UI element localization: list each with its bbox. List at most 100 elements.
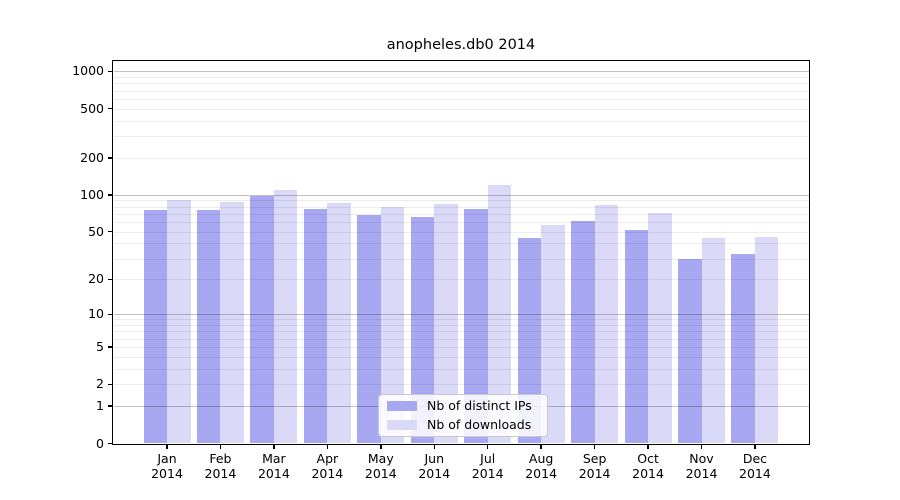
x-tick-mark-jan xyxy=(166,445,168,449)
y-tick-mark-50 xyxy=(108,230,113,233)
bar-dec-distinct-ips xyxy=(731,253,755,444)
x-tick-label-mar: Mar 2014 xyxy=(257,451,290,481)
x-tick-mark-sep xyxy=(593,445,596,449)
y-tick-label-20: 20 xyxy=(88,271,104,287)
y-tick-label-100: 100 xyxy=(80,186,104,202)
x-tick-label-may: May 2014 xyxy=(364,451,397,481)
x-tick-mark-nov xyxy=(700,445,703,449)
bar-apr-downloads xyxy=(327,202,351,444)
y-tick-label-1: 1 xyxy=(96,398,104,414)
bar-jan-downloads xyxy=(167,200,191,444)
bar-aug-distinct-ips xyxy=(517,238,542,444)
x-tick-label-jun: Jun 2014 xyxy=(418,451,451,481)
bar-may-downloads xyxy=(380,206,405,444)
gridline-major-1000 xyxy=(113,71,809,73)
bar-jul-distinct-ips xyxy=(464,208,488,444)
x-tick-label-aug: Aug 2014 xyxy=(525,451,558,481)
x-tick-label-feb: Feb 2014 xyxy=(204,451,237,481)
legend-label-distinct-ips: Nb of distinct IPs xyxy=(427,398,532,413)
gridline-minor-6 xyxy=(113,338,809,340)
gridline-minor-200 xyxy=(113,157,809,159)
bar-nov-downloads xyxy=(701,238,725,444)
y-tick-label-1000: 1000 xyxy=(72,63,104,79)
gridline-minor-80 xyxy=(113,206,809,208)
y-tick-mark-5 xyxy=(108,346,113,348)
gridline-minor-30 xyxy=(113,258,809,260)
legend-swatch-downloads xyxy=(387,420,417,430)
gridline-minor-700 xyxy=(113,90,809,92)
bar-jun-downloads xyxy=(434,203,458,444)
gridline-minor-500 xyxy=(113,108,809,110)
gridline-minor-2 xyxy=(113,384,809,386)
gridline-minor-900 xyxy=(113,76,809,78)
y-tick-mark-200 xyxy=(108,157,113,159)
x-tick-mark-feb xyxy=(219,445,222,449)
gridline-minor-70 xyxy=(113,213,809,215)
gridline-minor-800 xyxy=(113,83,809,85)
gridline-minor-400 xyxy=(113,120,809,122)
bar-sep-downloads xyxy=(594,205,619,444)
x-tick-label-apr: Apr 2014 xyxy=(311,451,344,481)
gridline-minor-4 xyxy=(113,356,809,358)
plot-frame xyxy=(112,60,810,445)
y-tick-label-10: 10 xyxy=(88,306,104,322)
x-tick-label-sep: Sep 2014 xyxy=(578,451,611,481)
bar-mar-distinct-ips xyxy=(250,196,274,444)
bar-may-distinct-ips xyxy=(357,214,381,444)
y-tick-mark-10 xyxy=(108,313,113,316)
x-tick-mark-dec xyxy=(754,445,756,449)
chart-title: anopheles.db0 2014 xyxy=(386,37,536,53)
bar-jul-downloads xyxy=(487,185,512,444)
bar-jan-distinct-ips xyxy=(143,210,167,444)
legend-label-downloads: Nb of downloads xyxy=(427,417,532,432)
y-tick-label-2: 2 xyxy=(96,376,104,392)
gridline-minor-300 xyxy=(113,136,809,138)
y-tick-mark-0 xyxy=(108,442,113,445)
x-tick-mark-jun xyxy=(433,445,435,449)
gridline-minor-90 xyxy=(113,200,809,202)
gridline-major-10 xyxy=(113,314,809,316)
x-tick-mark-aug xyxy=(540,445,542,449)
x-tick-label-oct: Oct 2014 xyxy=(632,451,664,481)
legend: Nb of distinct IPs Nb of downloads xyxy=(378,394,548,437)
y-tick-mark-500 xyxy=(108,107,113,110)
gridline-minor-3 xyxy=(113,368,809,370)
x-tick-mark-apr xyxy=(326,445,329,449)
gridline-major-100 xyxy=(113,194,809,196)
y-tick-mark-1 xyxy=(108,405,113,407)
y-tick-label-5: 5 xyxy=(96,338,104,354)
gridline-minor-20 xyxy=(113,279,809,281)
gridline-minor-600 xyxy=(113,98,809,100)
legend-swatch-distinct-ips xyxy=(387,401,417,411)
x-tick-mark-jul xyxy=(486,445,489,449)
y-tick-label-0: 0 xyxy=(96,435,104,451)
y-tick-mark-2 xyxy=(108,383,113,386)
y-tick-mark-100 xyxy=(108,194,113,196)
x-tick-mark-oct xyxy=(647,445,649,449)
gridline-minor-9 xyxy=(113,319,809,321)
x-tick-label-dec: Dec 2014 xyxy=(739,451,771,481)
gridline-minor-8 xyxy=(113,325,809,327)
gridline-minor-5 xyxy=(113,346,809,348)
gridline-minor-7 xyxy=(113,331,809,333)
gridline-minor-50 xyxy=(113,231,809,233)
gridline-minor-40 xyxy=(113,243,809,245)
bar-dec-downloads xyxy=(754,237,779,444)
y-tick-mark-1000 xyxy=(108,70,113,73)
bar-mar-downloads xyxy=(273,189,298,444)
bar-jun-distinct-ips xyxy=(410,216,435,444)
x-tick-label-jan: Jan 2014 xyxy=(151,451,183,481)
gridline-minor-60 xyxy=(113,222,809,224)
bar-feb-distinct-ips xyxy=(196,210,221,444)
bar-nov-distinct-ips xyxy=(678,258,702,444)
bar-sep-distinct-ips xyxy=(571,221,595,444)
y-tick-mark-20 xyxy=(108,278,113,281)
y-tick-label-50: 50 xyxy=(88,223,104,239)
x-tick-label-nov: Nov 2014 xyxy=(685,451,718,481)
legend-row-downloads: Nb of downloads xyxy=(387,418,539,432)
x-tick-label-jul: Jul 2014 xyxy=(471,451,504,481)
x-tick-mark-may xyxy=(380,445,382,449)
